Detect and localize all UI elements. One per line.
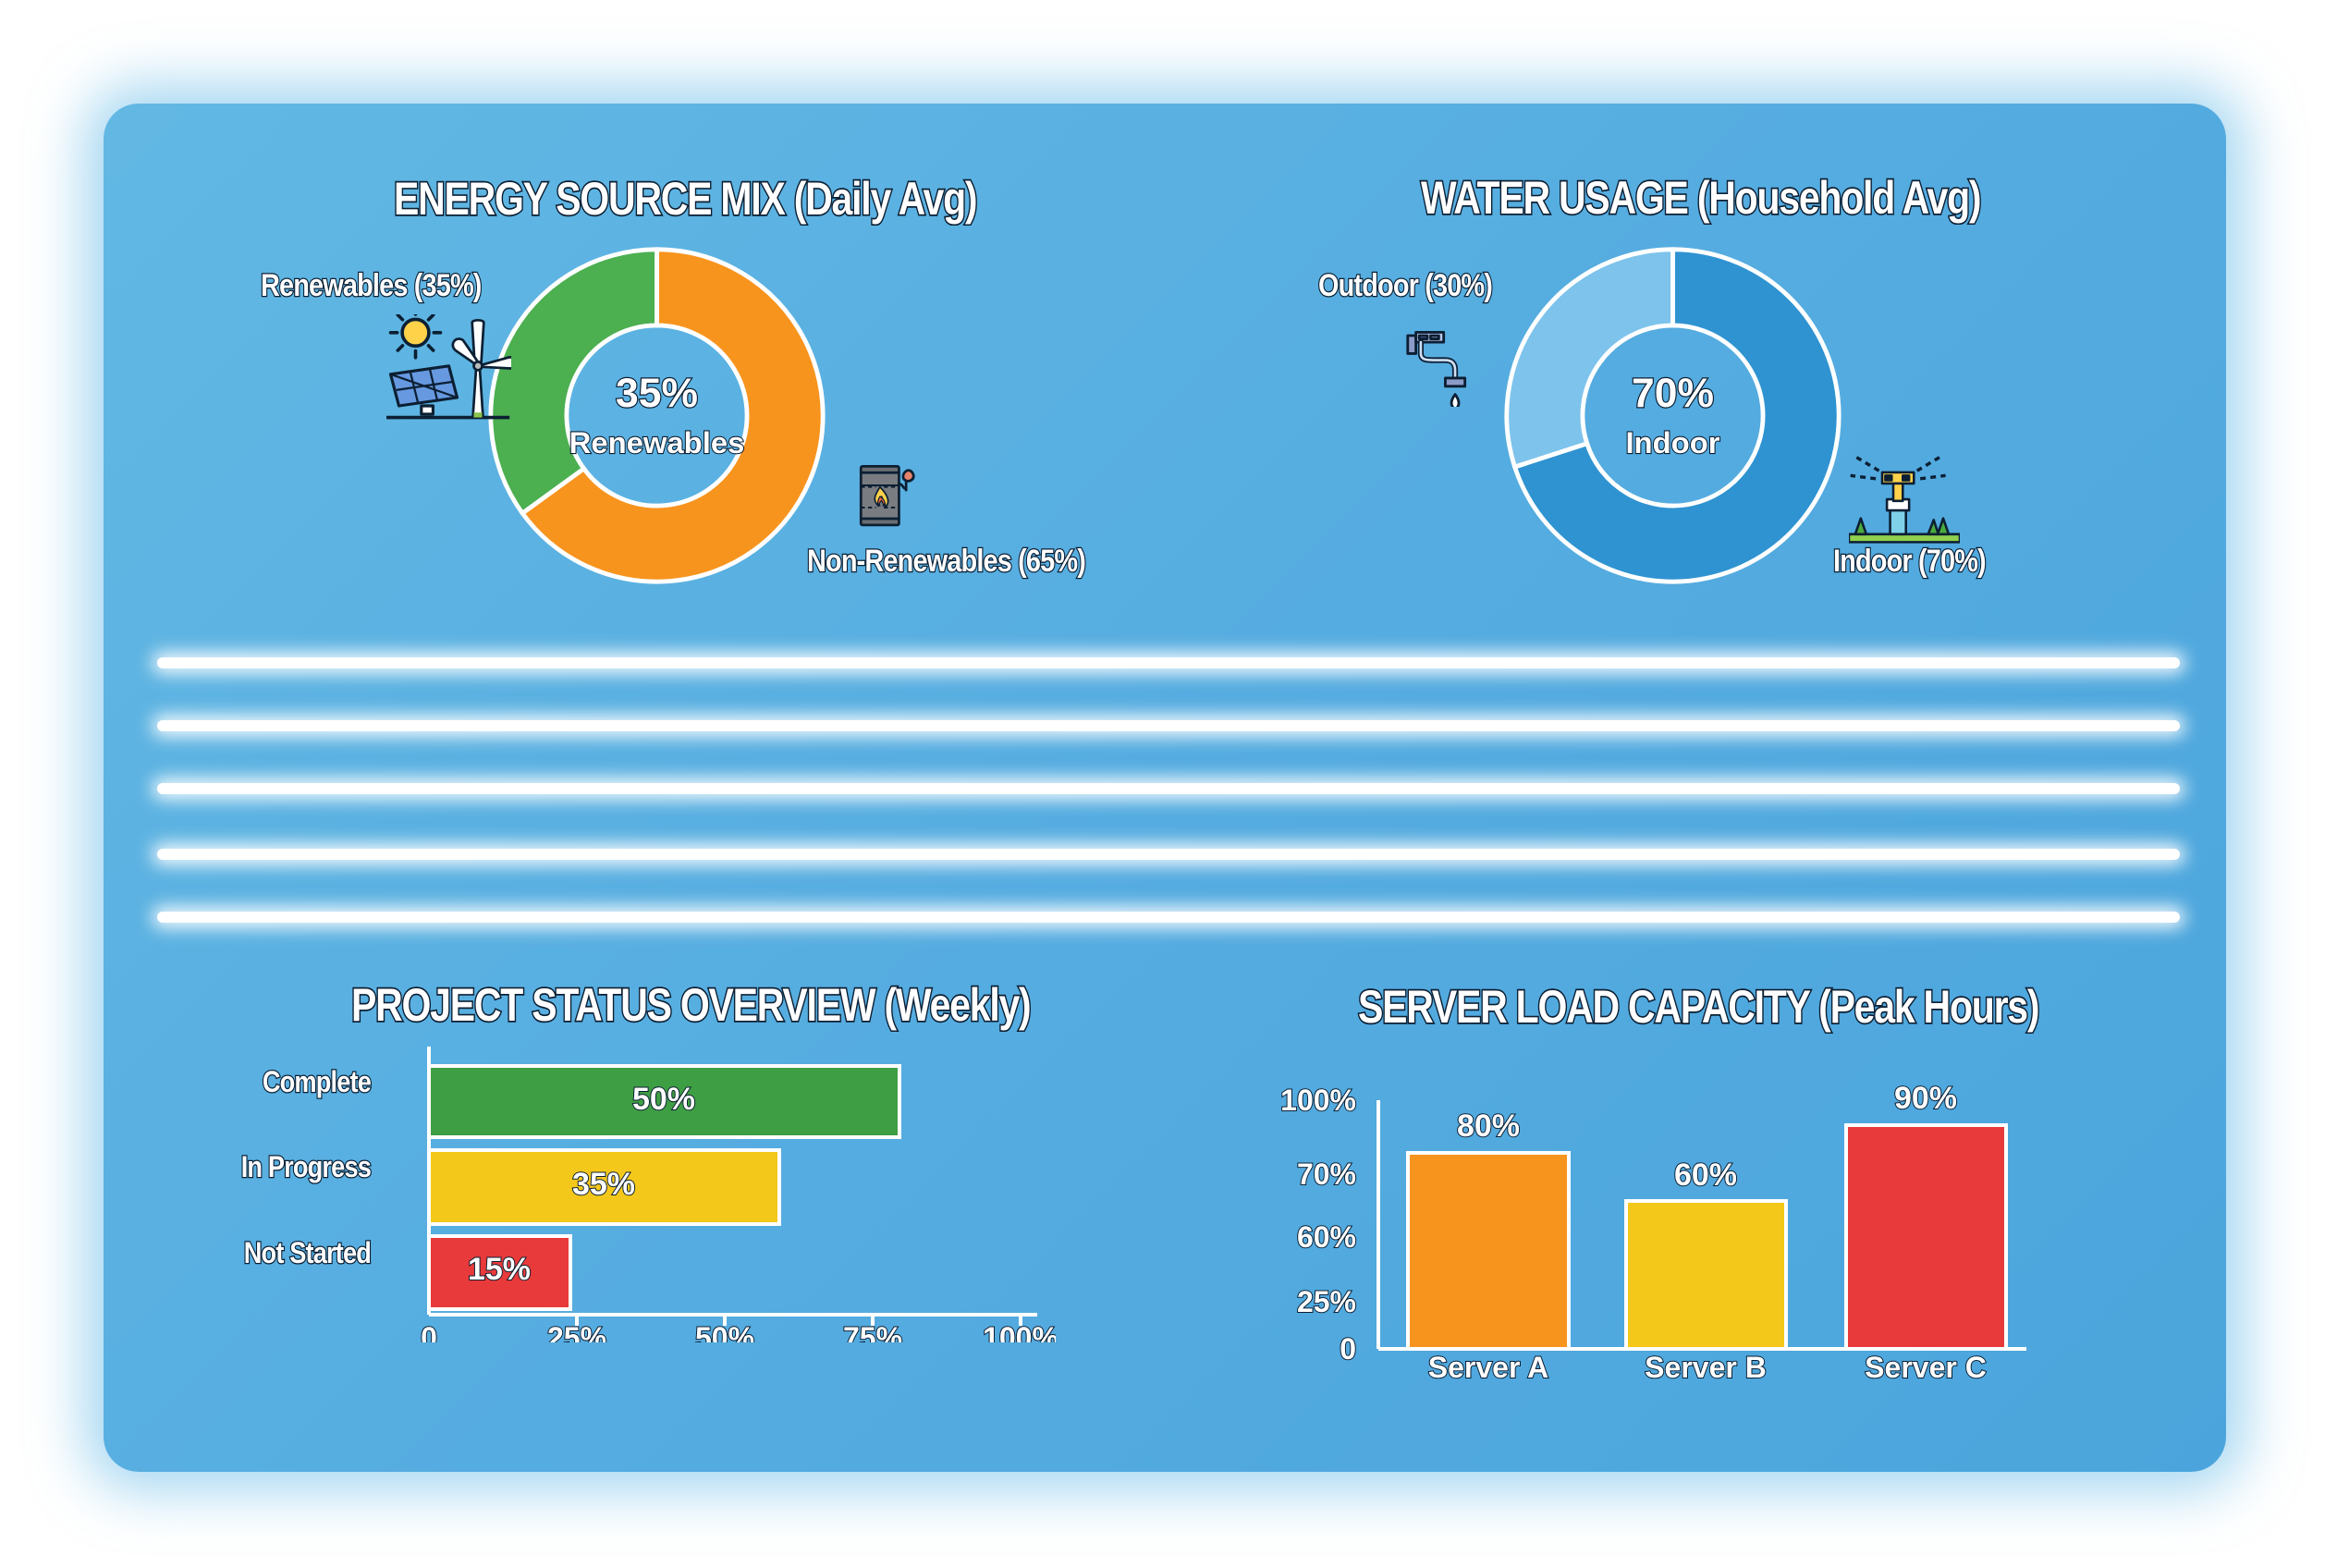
svg-text:50%: 50% (695, 1321, 754, 1342)
svg-text:15%: 15% (468, 1252, 531, 1287)
svg-text:Server A: Server A (1428, 1351, 1548, 1379)
svg-text:Server B: Server B (1645, 1351, 1767, 1379)
svg-text:35%: 35% (616, 371, 698, 416)
svg-text:100%: 100% (983, 1321, 1056, 1342)
svg-text:75%: 75% (843, 1321, 902, 1342)
svg-text:25%: 25% (1297, 1285, 1356, 1318)
svg-text:60%: 60% (1674, 1158, 1737, 1193)
svg-text:100%: 100% (1280, 1084, 1356, 1117)
svg-text:Server C: Server C (1865, 1351, 1987, 1379)
svg-text:Renewables: Renewables (569, 425, 745, 459)
svg-text:0: 0 (421, 1321, 437, 1342)
svg-text:Indoor: Indoor (1625, 425, 1719, 459)
svg-text:80%: 80% (1457, 1109, 1520, 1144)
svg-text:70%: 70% (1297, 1158, 1356, 1191)
svg-text:70%: 70% (1632, 371, 1714, 416)
svg-text:25%: 25% (547, 1321, 606, 1342)
svg-text:60%: 60% (1297, 1220, 1356, 1254)
svg-text:35%: 35% (572, 1167, 635, 1202)
svg-text:50%: 50% (632, 1082, 695, 1117)
svg-text:0: 0 (1340, 1332, 1356, 1366)
svg-text:90%: 90% (1894, 1084, 1957, 1116)
